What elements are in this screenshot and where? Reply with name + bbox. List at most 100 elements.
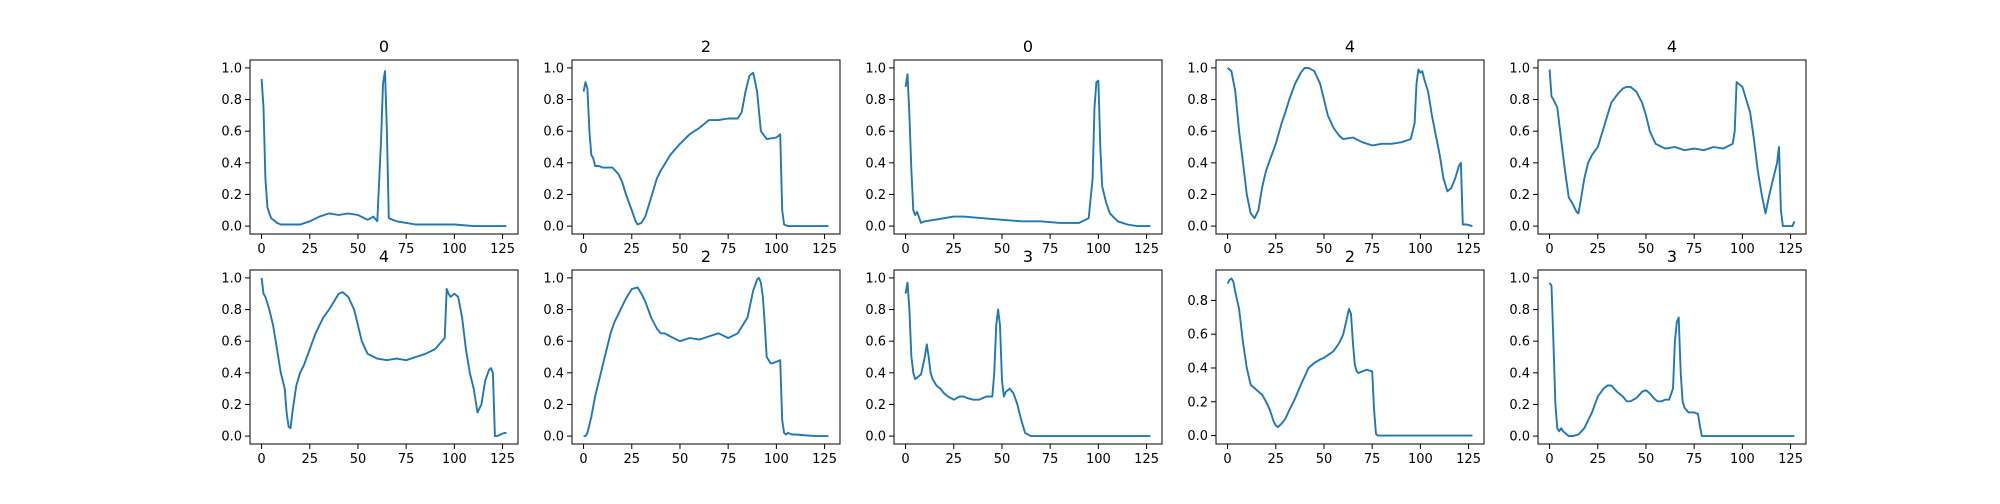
x-tick-label: 100 — [1086, 242, 1111, 257]
y-tick-label: 0.2 — [1187, 188, 1208, 203]
x-tick-label: 75 — [1364, 242, 1381, 257]
subplot-6: 2 0 25 50 75 100 125 0.0 0.2 0.4 0.6 0.8 1.0 — [543, 247, 841, 467]
x-tick-label: 25 — [1267, 242, 1284, 257]
y-tick-label: 0.0 — [1509, 220, 1530, 235]
y-tick-label: 1.0 — [865, 271, 886, 286]
series-line — [583, 276, 829, 438]
y-tick-label: 0.2 — [1509, 188, 1530, 203]
y-tick-label: 0.4 — [221, 366, 242, 381]
x-tick-label: 75 — [1042, 242, 1059, 257]
y-tick-label: 0.8 — [865, 93, 886, 108]
series-line — [582, 71, 829, 228]
series-line — [260, 277, 507, 438]
y-tick-label: 0.8 — [1187, 93, 1208, 108]
subplot-9: 3 0 25 50 75 100 125 0.0 0.2 0.4 0.6 0.8 1.0 — [1509, 247, 1807, 467]
x-tick-label: 0 — [1223, 242, 1231, 257]
x-tick-label: 0 — [1223, 452, 1231, 467]
y-tick-label: 0.2 — [543, 398, 564, 413]
y-tick-label: 0.2 — [865, 188, 886, 203]
subplot-title: 3 — [1667, 247, 1677, 266]
x-tick-label: 125 — [1456, 242, 1481, 257]
y-tick-label: 0.4 — [221, 156, 242, 171]
x-tick-label: 0 — [579, 242, 587, 257]
x-tick-label: 50 — [350, 452, 367, 467]
x-tick-label: 25 — [945, 242, 962, 257]
x-tick-label: 50 — [1316, 242, 1333, 257]
x-tick-label: 0 — [257, 452, 265, 467]
series-line — [904, 73, 1151, 228]
x-tick-label: 0 — [1545, 452, 1553, 467]
y-tick-label: 0.6 — [221, 125, 242, 140]
axes-frame — [1537, 59, 1807, 235]
series-line — [1548, 282, 1795, 438]
y-tick-label: 0.8 — [865, 303, 886, 318]
series-line — [904, 281, 1151, 438]
y-tick-label: 1.0 — [1509, 271, 1530, 286]
y-tick-label: 0.6 — [221, 335, 242, 350]
series-line — [260, 70, 507, 228]
x-tick-label: 25 — [1589, 452, 1606, 467]
y-tick-label: 0.4 — [865, 366, 886, 381]
subplot-3: 4 0 25 50 75 100 125 0.0 0.2 0.4 0.6 0.8 1.0 — [1187, 37, 1485, 257]
y-tick-label: 0.0 — [543, 430, 564, 445]
y-tick-label: 0.8 — [1509, 303, 1530, 318]
subplot-1: 2 0 25 50 75 100 125 0.0 0.2 0.4 0.6 0.8 1.0 — [543, 37, 841, 257]
subplot-title: 4 — [379, 247, 389, 266]
series-line — [1226, 277, 1473, 437]
y-tick-label: 0.4 — [543, 156, 564, 171]
y-tick-label: 0.0 — [865, 430, 886, 445]
y-tick-label: 0.4 — [1509, 366, 1530, 381]
y-tick-label: 0.6 — [1509, 125, 1530, 140]
x-tick-label: 100 — [1730, 452, 1755, 467]
axes-frame — [1537, 269, 1807, 445]
series-line — [1548, 69, 1796, 228]
x-tick-label: 100 — [764, 452, 789, 467]
series-line — [1226, 66, 1473, 228]
subplot-5: 4 0 25 50 75 100 125 0.0 0.2 0.4 0.6 0.8 1.0 — [221, 247, 519, 467]
y-tick-label: 1.0 — [865, 61, 886, 76]
x-tick-label: 100 — [1730, 242, 1755, 257]
axes-frame — [571, 59, 841, 235]
x-tick-label: 125 — [812, 452, 837, 467]
x-tick-label: 75 — [1686, 242, 1703, 257]
x-tick-label: 125 — [1778, 452, 1803, 467]
subplot-7: 3 0 25 50 75 100 125 0.0 0.2 0.4 0.6 0.8 1.0 — [865, 247, 1163, 467]
x-tick-label: 25 — [623, 452, 640, 467]
y-tick-label: 0.6 — [1187, 328, 1208, 343]
subplot-title: 2 — [701, 37, 711, 56]
subplot-title: 4 — [1345, 37, 1355, 56]
y-tick-label: 0.4 — [1187, 361, 1208, 376]
subplot-title: 0 — [1023, 37, 1033, 56]
x-tick-label: 25 — [301, 452, 318, 467]
y-tick-label: 0.6 — [1187, 125, 1208, 140]
y-tick-label: 1.0 — [1509, 61, 1530, 76]
x-tick-label: 0 — [901, 452, 909, 467]
y-tick-label: 0.8 — [1187, 294, 1208, 309]
axes-frame — [893, 269, 1163, 445]
x-tick-label: 75 — [398, 242, 415, 257]
subplot-title: 2 — [701, 247, 711, 266]
axes-frame — [571, 269, 841, 445]
x-tick-label: 25 — [623, 242, 640, 257]
x-tick-label: 75 — [720, 242, 737, 257]
y-tick-label: 1.0 — [543, 61, 564, 76]
subplot-4: 4 0 25 50 75 100 125 0.0 0.2 0.4 0.6 0.8 1.0 — [1509, 37, 1807, 257]
x-tick-label: 25 — [1589, 242, 1606, 257]
y-tick-label: 0.2 — [865, 398, 886, 413]
x-tick-label: 50 — [672, 452, 689, 467]
y-tick-label: 0.6 — [543, 335, 564, 350]
y-tick-label: 0.2 — [221, 188, 242, 203]
x-tick-label: 75 — [398, 452, 415, 467]
y-tick-label: 0.4 — [1187, 156, 1208, 171]
x-tick-label: 100 — [442, 452, 467, 467]
subplot-title: 2 — [1345, 247, 1355, 266]
subplot-0: 0 0 25 50 75 100 125 0.0 0.2 0.4 0.6 0.8 1.0 — [221, 37, 519, 257]
x-tick-label: 75 — [1042, 452, 1059, 467]
y-tick-label: 1.0 — [1187, 61, 1208, 76]
y-tick-label: 0.0 — [1187, 429, 1208, 444]
y-tick-label: 0.0 — [221, 220, 242, 235]
x-tick-label: 0 — [1545, 242, 1553, 257]
x-tick-label: 100 — [1408, 452, 1433, 467]
axes-frame — [893, 59, 1163, 235]
